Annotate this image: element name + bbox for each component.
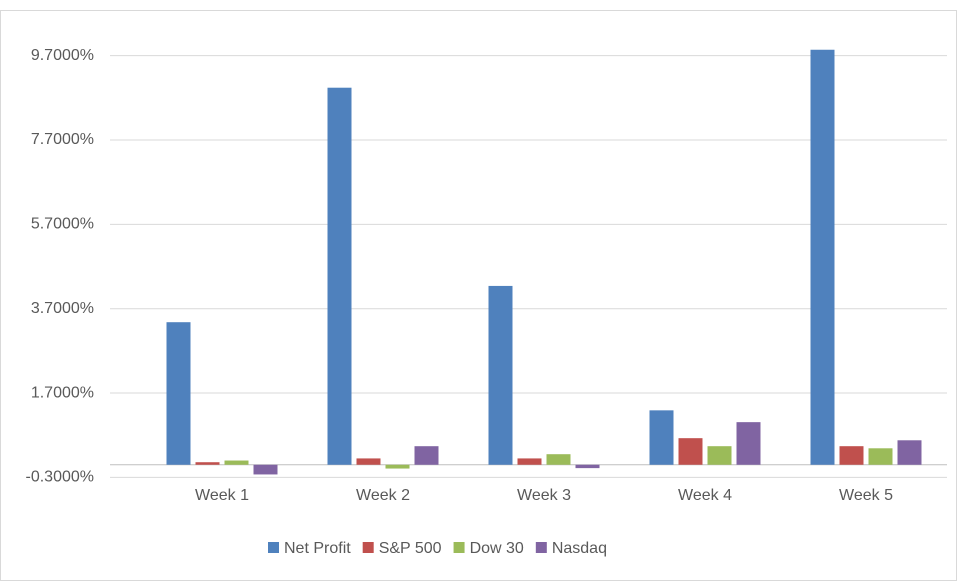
y-tick-label: 9.7000% [31, 47, 94, 64]
x-tick-label: Week 5 [839, 487, 893, 504]
bar [385, 464, 410, 469]
bar [736, 422, 761, 465]
y-tick-label: 3.7000% [31, 300, 94, 317]
bar [517, 458, 542, 465]
x-tick-label: Week 1 [195, 487, 249, 504]
bar [546, 454, 571, 465]
bar [224, 460, 249, 465]
bar [649, 410, 674, 465]
chart-border [0, 10, 957, 581]
bar [868, 448, 893, 465]
bar [195, 462, 220, 465]
bar [414, 446, 439, 465]
legend-label: Net Profit [284, 540, 351, 557]
bar [253, 464, 278, 475]
legend-swatch [362, 542, 374, 553]
legend-label: S&P 500 [379, 540, 442, 557]
bar [356, 458, 381, 465]
y-tick-label: 5.7000% [31, 216, 94, 233]
y-tick-label: -0.3000% [26, 469, 95, 486]
y-tick-label: 1.7000% [31, 384, 94, 401]
bar [678, 438, 703, 465]
x-tick-label: Week 3 [517, 487, 571, 504]
legend-swatch [535, 542, 547, 553]
legend-swatch [268, 542, 279, 553]
bar [839, 446, 864, 465]
x-tick-label: Week 2 [356, 487, 410, 504]
legend-swatch [453, 542, 465, 553]
bar [488, 285, 513, 465]
bar [810, 49, 835, 465]
legend-label: Nasdaq [552, 540, 607, 557]
bar [166, 322, 191, 465]
y-tick-label: 7.7000% [31, 131, 94, 148]
bar [897, 440, 922, 465]
bar [707, 446, 732, 465]
bar [575, 464, 600, 469]
legend-label: Dow 30 [470, 540, 524, 557]
x-tick-label: Week 4 [678, 487, 732, 504]
bar [327, 87, 352, 465]
